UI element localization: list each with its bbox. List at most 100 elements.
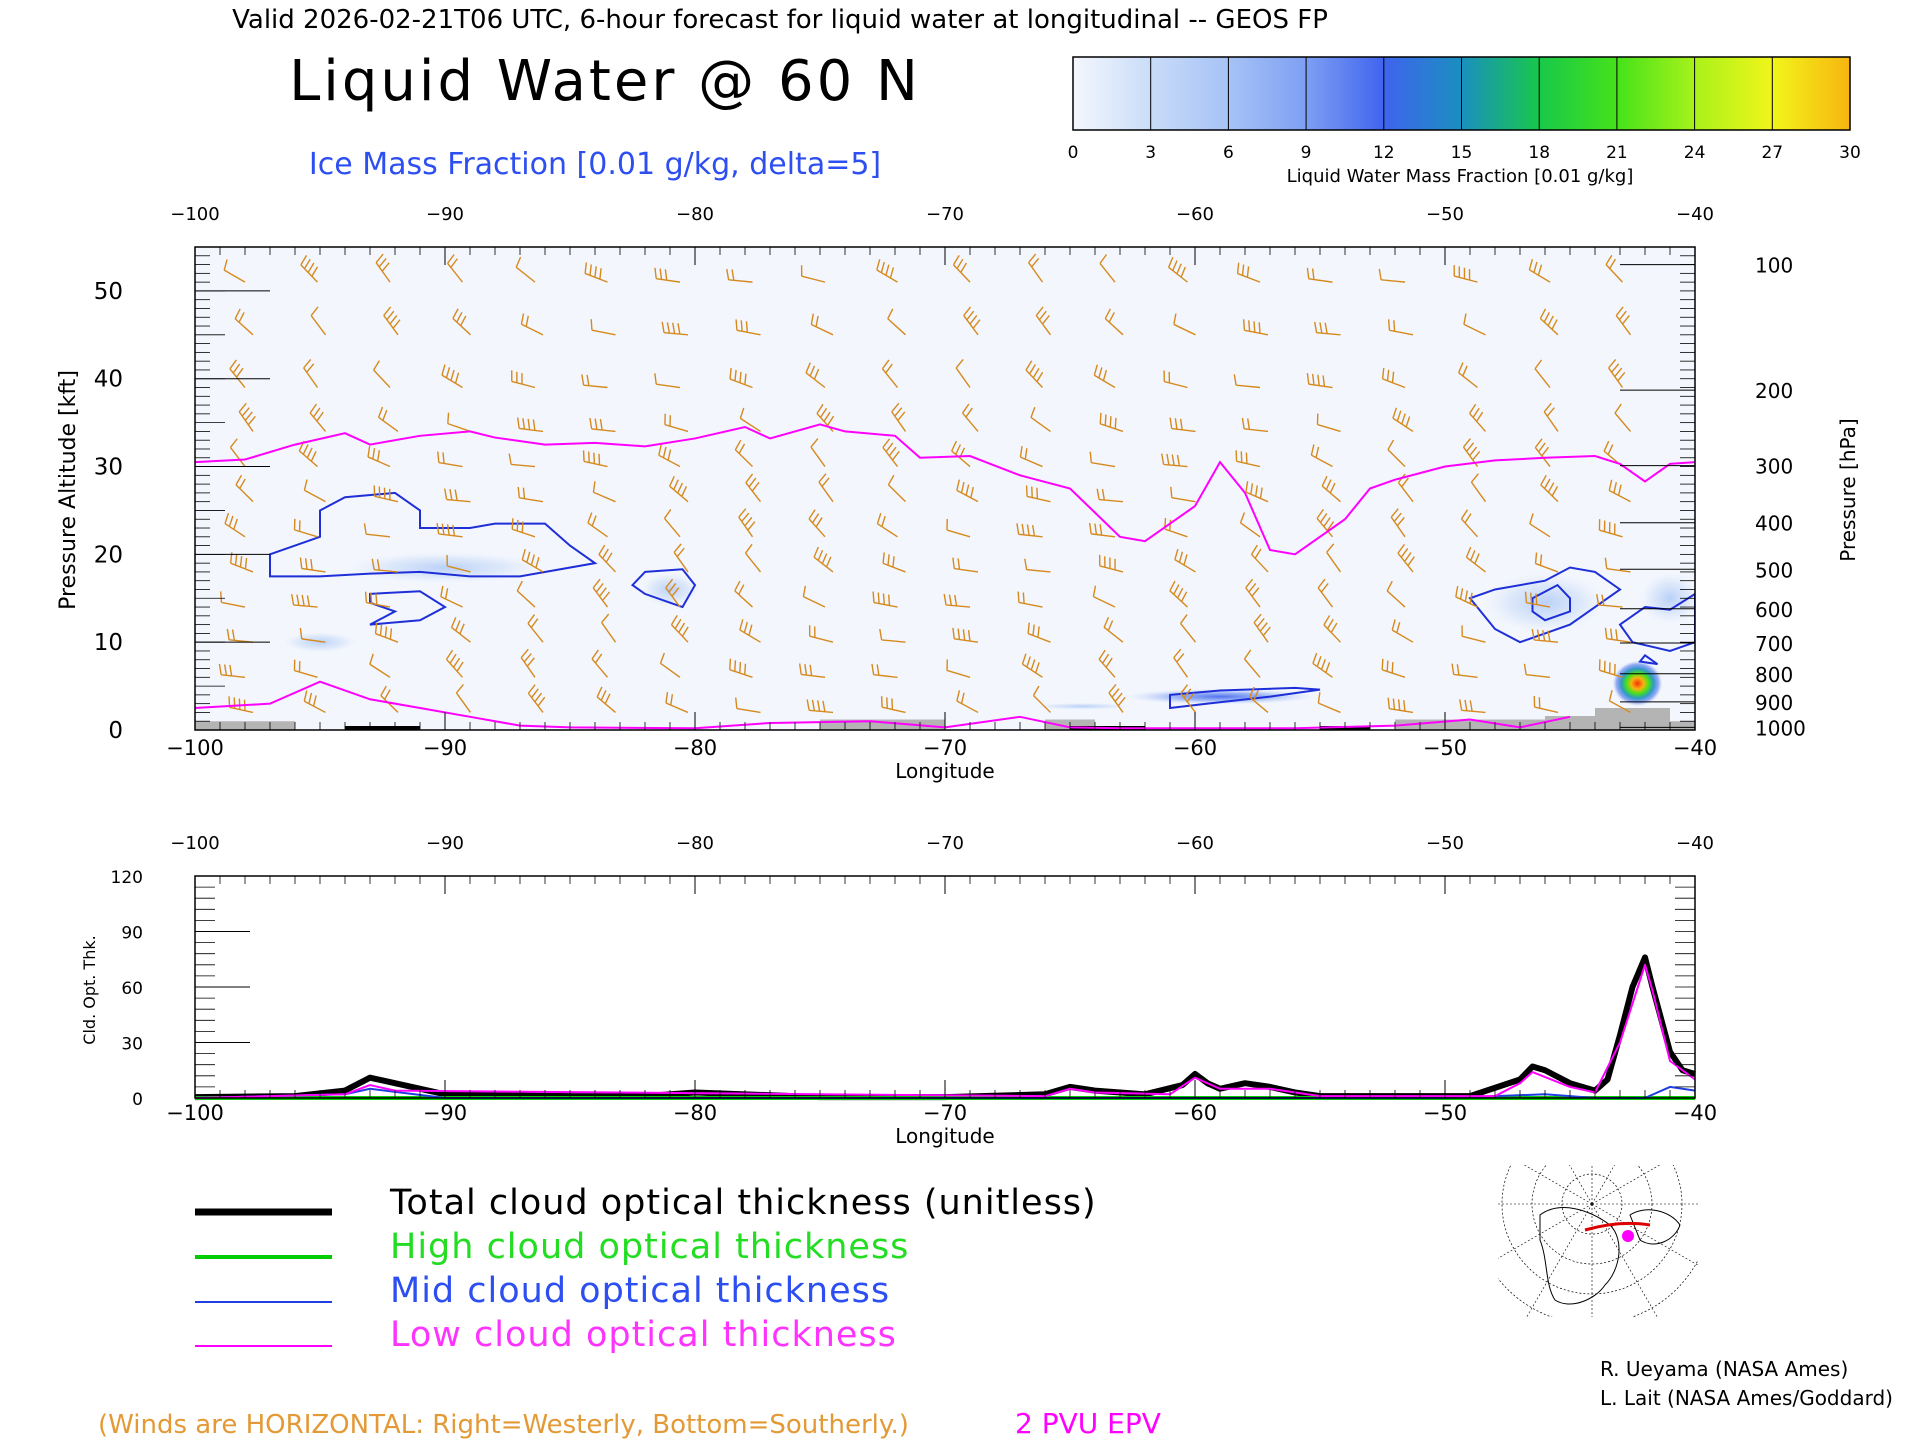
wind-barb xyxy=(1390,508,1406,538)
main-y-tick-label: 20 xyxy=(94,542,123,568)
wind-barb xyxy=(670,615,689,643)
wind-barb xyxy=(661,321,689,336)
main-title: Liquid Water @ 60 N xyxy=(289,49,921,114)
wind-barb xyxy=(383,306,401,336)
wind-barb xyxy=(1598,659,1623,678)
wind-barb xyxy=(673,543,689,573)
wind-barb xyxy=(1253,613,1271,643)
colorbar-label: Liquid Water Mass Fraction [0.01 g/kg] xyxy=(1287,166,1634,187)
colorbar-tick-label: 12 xyxy=(1373,143,1395,163)
wind-barb xyxy=(808,625,834,643)
wind-barb xyxy=(952,254,971,283)
wind-barb xyxy=(734,580,753,608)
main-x-tick-label: −50 xyxy=(1423,736,1467,760)
wind-barb xyxy=(805,362,826,389)
wind-barb xyxy=(1306,373,1333,389)
wind-barb xyxy=(887,474,906,503)
wind-barb xyxy=(219,591,246,608)
wind-barb xyxy=(373,485,399,503)
wind-barb xyxy=(1387,697,1414,714)
liquid-water-blob xyxy=(345,551,545,584)
wind-barb xyxy=(665,578,681,608)
wind-barb xyxy=(520,648,536,678)
bottom-plot-area xyxy=(195,876,1695,1098)
legend-label-mid: Mid cloud optical thickness xyxy=(390,1271,890,1311)
main-y-tick-label: 40 xyxy=(94,367,123,393)
wind-barb xyxy=(369,653,391,678)
wind-barb xyxy=(1326,543,1342,573)
wind-barb xyxy=(380,685,399,713)
wind-barb xyxy=(300,255,319,283)
credit-line-1: R. Ueyama (NASA Ames) xyxy=(1600,1357,1848,1381)
wind-barb xyxy=(293,659,318,678)
wind-barb xyxy=(658,444,681,468)
wind-barb xyxy=(659,652,681,678)
wind-barb xyxy=(1463,313,1486,336)
wind-barb xyxy=(521,548,544,573)
main-top-tick-label: −90 xyxy=(426,204,464,225)
wind-barb xyxy=(363,523,391,538)
ice-contours xyxy=(269,491,1695,710)
main-plot-area xyxy=(195,247,1695,730)
wind-barb xyxy=(1103,616,1124,643)
wind-barb xyxy=(1381,658,1406,678)
wind-barb xyxy=(729,658,753,678)
main-x-tick-label: −100 xyxy=(166,736,224,760)
wind-barb xyxy=(592,481,616,503)
bottom-y-tick-label: 90 xyxy=(121,924,143,944)
wind-barb xyxy=(952,557,979,573)
colorbar-segment xyxy=(1539,57,1618,130)
wind-barb xyxy=(309,403,327,432)
wind-barb xyxy=(726,268,753,283)
wind-barb xyxy=(1173,648,1189,678)
wind-barb xyxy=(1035,306,1052,336)
bottom-x-tick-label: −100 xyxy=(166,1101,224,1125)
wind-barbs xyxy=(218,253,1632,714)
main-top-tick-label: −100 xyxy=(170,204,219,225)
wind-barb xyxy=(1025,485,1051,503)
ice-contour xyxy=(1531,583,1571,622)
bottom-y-tick-label: 120 xyxy=(111,868,143,888)
main-axes: −100 −100 −90 −90 −80 −80 −70 −70 −60 −60 −50 −50 −4… xyxy=(94,204,1806,760)
wind-barb xyxy=(1245,578,1261,608)
wind-barb xyxy=(591,649,609,678)
wind-barb xyxy=(581,374,608,389)
wind-barb xyxy=(1523,663,1551,679)
wind-barb xyxy=(1615,306,1632,336)
main-panel: −100 −100 −90 −90 −80 −80 −70 −70 −60 −60 −50 −50 −4… xyxy=(56,204,1860,783)
wind-barb xyxy=(290,594,318,608)
wind-barb xyxy=(1239,512,1261,538)
colorbar-tick-label: 15 xyxy=(1451,143,1473,163)
wind-barb xyxy=(516,580,536,608)
colorbar-tick-label: 6 xyxy=(1223,143,1234,163)
wind-barb xyxy=(1099,254,1116,283)
subtitle: Ice Mass Fraction [0.01 g/kg, delta=5] xyxy=(309,147,881,182)
wind-barb xyxy=(735,319,761,336)
wind-barb xyxy=(734,439,753,468)
wind-barb xyxy=(1169,417,1196,433)
pressure-tick-label: 600 xyxy=(1755,598,1793,622)
wind-barb xyxy=(1179,614,1197,643)
wind-barb xyxy=(1531,628,1559,643)
wind-barb xyxy=(238,402,256,432)
wind-barb xyxy=(452,308,471,336)
pressure-tick-label: 900 xyxy=(1755,691,1793,715)
bottom-top-tick-label: −100 xyxy=(170,833,219,854)
wind-barb xyxy=(1387,439,1406,468)
ice-contour xyxy=(1638,654,1659,666)
liquid-water-blob xyxy=(1612,660,1663,707)
colorbar-segment xyxy=(1150,57,1229,130)
wind-barb xyxy=(1019,446,1043,468)
wind-note: (Winds are HORIZONTAL: Right=Westerly, B… xyxy=(98,1410,909,1440)
wind-barb xyxy=(1316,413,1341,433)
greenland-outline xyxy=(1629,1209,1681,1245)
pressure-tick-label: 300 xyxy=(1755,455,1793,479)
wind-barb xyxy=(1093,364,1116,389)
colorbar-tick-label: 30 xyxy=(1839,143,1861,163)
wind-barb xyxy=(374,622,399,643)
colorbar-tick-label: 21 xyxy=(1606,143,1628,163)
wind-barb xyxy=(810,313,834,336)
wind-barb xyxy=(447,254,464,283)
wind-barb xyxy=(1180,684,1197,713)
